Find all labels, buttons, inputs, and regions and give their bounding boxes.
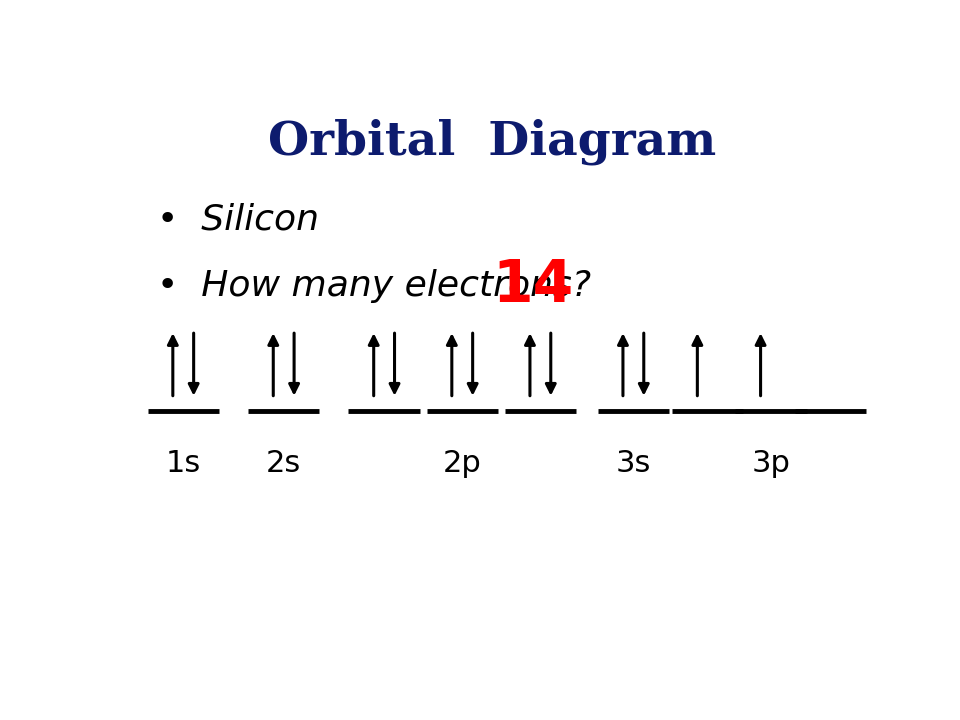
Text: 2s: 2s: [266, 449, 301, 478]
Text: •  Silicon: • Silicon: [157, 202, 319, 236]
Text: 1s: 1s: [166, 449, 201, 478]
Text: 3s: 3s: [615, 449, 651, 478]
Text: 2p: 2p: [443, 449, 482, 478]
Text: 14: 14: [492, 258, 573, 315]
Text: •  How many electrons?: • How many electrons?: [157, 269, 591, 303]
Text: 3p: 3p: [752, 449, 790, 478]
Text: Orbital  Diagram: Orbital Diagram: [268, 119, 716, 165]
